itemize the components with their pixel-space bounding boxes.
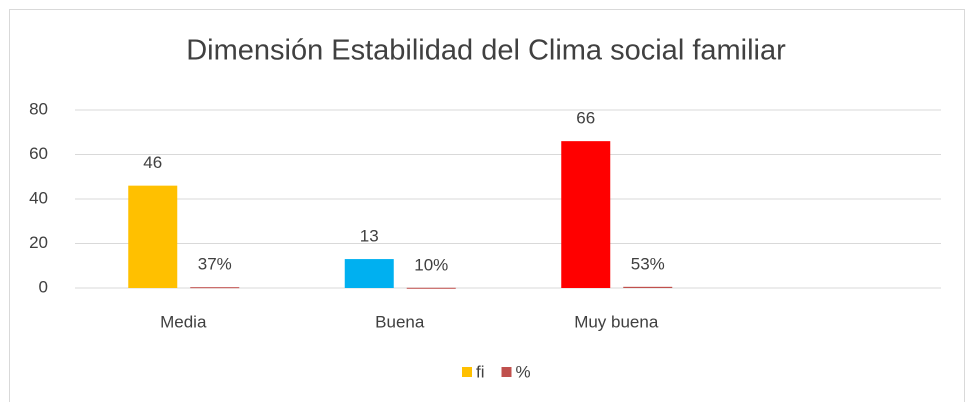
bar (190, 287, 240, 289)
x-tick-label: Buena (375, 312, 425, 331)
bar (406, 287, 456, 289)
data-label: 37% (198, 255, 232, 274)
legend-swatch (501, 367, 512, 377)
legend-label: % (516, 362, 531, 381)
data-label: 53% (631, 254, 665, 273)
y-tick-label: 40 (29, 188, 48, 207)
data-label: 46 (143, 153, 162, 172)
bar (623, 286, 673, 288)
x-tick-label: Muy buena (574, 312, 659, 331)
data-label: 13 (360, 227, 379, 246)
y-tick-label: 0 (39, 277, 48, 296)
data-label: 66 (576, 109, 595, 128)
y-tick-label: 80 (29, 99, 48, 118)
x-tick-label: Media (160, 312, 207, 331)
bar (128, 185, 178, 288)
data-label: 10% (414, 255, 448, 274)
y-tick-label: 60 (29, 144, 48, 163)
chart-title: Dimensión Estabilidad del Clima social f… (186, 35, 786, 67)
bar (344, 259, 394, 288)
legend-swatch (462, 367, 472, 377)
legend-label: fi (476, 362, 485, 381)
y-tick-label: 20 (29, 233, 48, 252)
bar (561, 141, 611, 288)
